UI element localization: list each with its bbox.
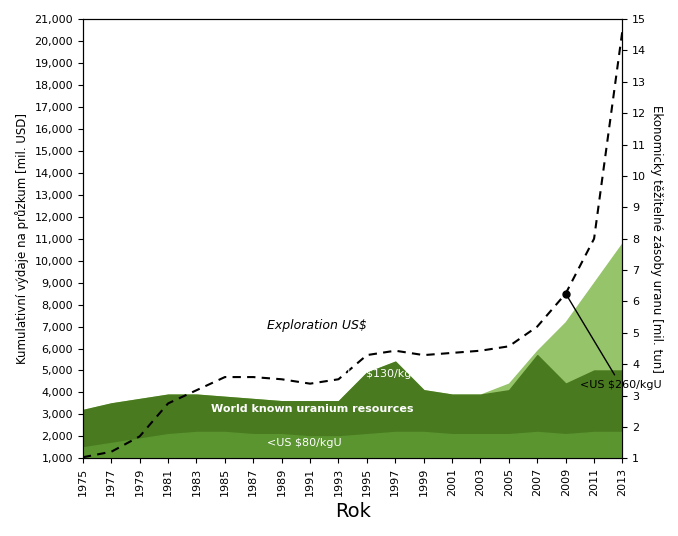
Text: Exploration US$: Exploration US$: [268, 319, 367, 332]
Text: <US $130/kgU: <US $130/kgU: [338, 369, 420, 379]
Y-axis label: Ekonomicky těžitelné zásoby uranu [mil. tun]: Ekonomicky těžitelné zásoby uranu [mil. …: [650, 105, 663, 373]
Y-axis label: Kumulativní výdaje na průzkum [mil. USD]: Kumulativní výdaje na průzkum [mil. USD]: [15, 113, 29, 364]
X-axis label: Rok: Rok: [335, 502, 371, 521]
Text: World known uranium resources: World known uranium resources: [211, 404, 413, 414]
Text: <US $80/kgU: <US $80/kgU: [268, 438, 342, 448]
Text: <US $260/kgU: <US $260/kgU: [567, 296, 662, 390]
